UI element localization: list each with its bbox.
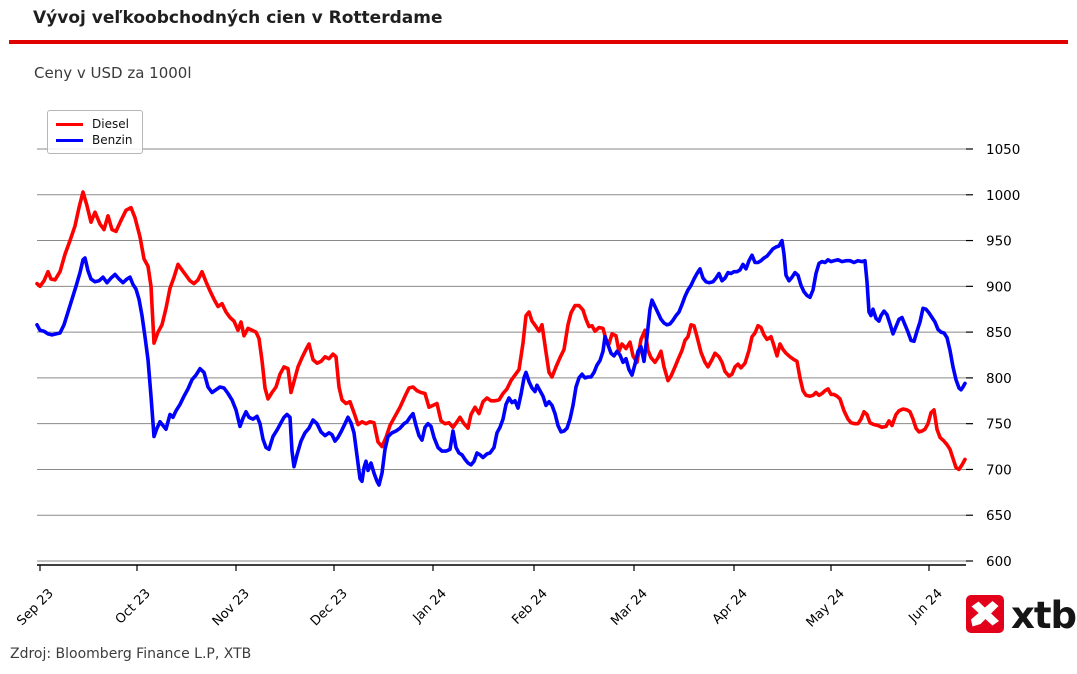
legend-label-benzin: Benzin	[92, 133, 133, 147]
chart-subtitle: Ceny v USD za 1000l	[34, 64, 192, 82]
y-tick-label: 600	[986, 554, 1012, 570]
chart-legend: Diesel Benzin	[47, 110, 144, 154]
xtb-logo-icon	[966, 595, 1004, 633]
diesel-price-line	[35, 190, 967, 472]
benzin-line-swatch	[56, 138, 83, 142]
x-tick-label: Feb 24	[509, 586, 551, 628]
x-tick-label: Oct 23	[113, 586, 154, 627]
x-tick-label: Apr 24	[710, 586, 751, 627]
y-tick-label: 850	[986, 325, 1012, 341]
legend-item-benzin: Benzin	[56, 132, 132, 148]
x-tick-label: Dec 23	[308, 586, 351, 629]
page-title: Vývoj veľkoobchodných cien v Rotterdame	[33, 8, 443, 28]
y-tick-label: 700	[986, 462, 1012, 478]
xtb-logo: xtb	[966, 593, 1077, 637]
legend-item-diesel: Diesel	[56, 116, 132, 132]
benzin-price-line	[35, 238, 967, 487]
x-tick-label: Jan 24	[410, 586, 450, 626]
x-tick-label: Sep 23	[14, 586, 57, 629]
y-tick-label: 800	[986, 371, 1012, 387]
x-tick-label: Nov 23	[210, 586, 253, 629]
x-tick-label: Mar 24	[608, 586, 651, 629]
y-tick-label: 650	[986, 508, 1012, 524]
y-tick-label: 1000	[986, 188, 1020, 204]
xtb-logo-text: xtb	[1011, 593, 1077, 637]
y-tick-label: 900	[986, 279, 1012, 295]
y-tick-label: 950	[986, 234, 1012, 250]
y-tick-label: 1050	[986, 142, 1020, 158]
x-tick-label: May 24	[804, 586, 848, 630]
x-tick-label: Jun 24	[906, 586, 946, 626]
title-underline-rule	[9, 40, 1068, 44]
diesel-line-swatch	[56, 122, 83, 126]
y-tick-label: 750	[986, 417, 1012, 433]
source-note: Zdroj: Bloomberg Finance L.P, XTB	[10, 646, 252, 662]
legend-label-diesel: Diesel	[92, 117, 129, 131]
